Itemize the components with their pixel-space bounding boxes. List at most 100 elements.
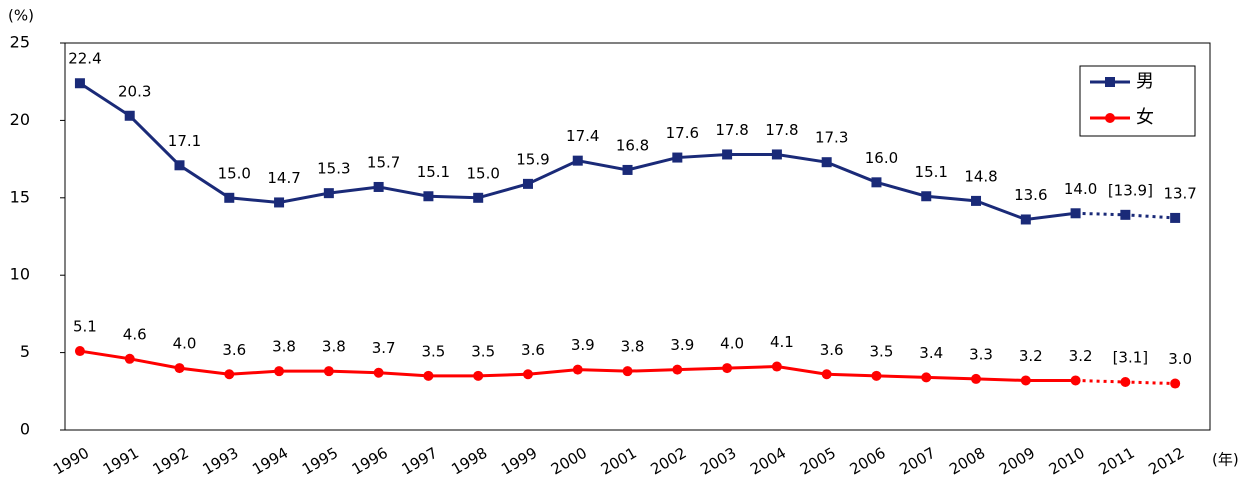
marker xyxy=(473,370,484,381)
legend-box xyxy=(1079,65,1196,137)
y-tick-label: 5 xyxy=(20,342,30,361)
marker xyxy=(871,370,882,381)
x-tick-label: 1998 xyxy=(448,444,490,479)
value-label: 5.1 xyxy=(73,318,97,336)
value-label: 4.0 xyxy=(720,335,744,353)
value-label: [3.1] xyxy=(1113,349,1149,367)
marker xyxy=(1105,77,1115,87)
value-label: 3.8 xyxy=(322,338,346,356)
value-label: 17.1 xyxy=(168,132,201,150)
value-label: 3.0 xyxy=(1168,350,1192,368)
x-tick-label: 2007 xyxy=(896,444,938,479)
value-label: 16.8 xyxy=(616,136,649,154)
marker xyxy=(1105,113,1115,123)
marker xyxy=(174,363,185,374)
value-label: 3.4 xyxy=(919,344,943,362)
marker xyxy=(74,346,85,357)
x-tick-label: 2001 xyxy=(598,444,640,479)
value-label: 3.9 xyxy=(670,336,694,354)
value-label: 3.7 xyxy=(372,339,396,357)
marker xyxy=(1070,375,1081,386)
value-label: 13.7 xyxy=(1163,184,1196,202)
value-label: 13.6 xyxy=(1014,186,1047,204)
plot-frame xyxy=(64,42,1211,431)
marker xyxy=(522,178,533,189)
y-tick-label: 0 xyxy=(20,420,30,439)
value-label: 14.7 xyxy=(267,169,300,187)
value-label: 3.5 xyxy=(421,342,445,360)
marker xyxy=(522,369,533,380)
marker xyxy=(174,160,185,171)
marker xyxy=(971,195,982,206)
marker xyxy=(722,363,733,374)
marker xyxy=(1120,377,1131,388)
marker xyxy=(124,353,135,364)
value-label: 15.1 xyxy=(915,163,948,181)
y-tick-label: 10 xyxy=(10,265,30,284)
marker xyxy=(1120,209,1131,220)
marker xyxy=(771,149,782,160)
value-label: 4.1 xyxy=(770,333,794,351)
marker xyxy=(373,181,384,192)
marker xyxy=(821,369,832,380)
x-tick-label: 1999 xyxy=(498,444,540,479)
marker xyxy=(672,364,683,375)
value-label: 14.8 xyxy=(964,167,997,185)
marker xyxy=(971,373,982,384)
value-label: 3.8 xyxy=(272,338,296,356)
marker xyxy=(622,366,633,377)
value-label: 3.9 xyxy=(571,336,595,354)
marker xyxy=(1020,375,1031,386)
marker xyxy=(1170,378,1181,389)
x-tick-label: 1990 xyxy=(50,444,92,479)
marker xyxy=(423,370,434,381)
x-tick-label: 2011 xyxy=(1096,444,1138,479)
marker xyxy=(323,366,334,377)
value-label: 15.1 xyxy=(417,163,450,181)
value-label: 17.8 xyxy=(765,121,798,139)
marker xyxy=(821,157,832,168)
x-tick-label: 2010 xyxy=(1046,444,1088,479)
value-label: 3.5 xyxy=(471,342,495,360)
marker xyxy=(423,191,434,202)
value-label: 17.6 xyxy=(666,124,699,142)
value-label: 17.4 xyxy=(566,127,599,145)
x-tick-label: 2009 xyxy=(996,444,1038,479)
marker xyxy=(224,369,235,380)
marker xyxy=(921,372,932,383)
marker xyxy=(323,188,334,199)
x-tick-label: 2008 xyxy=(946,444,988,479)
legend-label: 女 xyxy=(1136,107,1154,128)
value-label: 14.0 xyxy=(1064,180,1097,198)
marker xyxy=(473,192,484,203)
x-tick-label: 2005 xyxy=(797,444,839,479)
marker xyxy=(722,149,733,160)
value-label: 17.8 xyxy=(715,121,748,139)
x-tick-label: 2000 xyxy=(548,444,590,479)
value-label: 15.3 xyxy=(317,160,350,178)
marker xyxy=(74,78,85,89)
value-label: 3.6 xyxy=(820,341,844,359)
x-tick-label: 1991 xyxy=(100,444,142,479)
y-unit: (%) xyxy=(8,7,34,25)
value-label: 16.0 xyxy=(865,149,898,167)
value-label: 15.0 xyxy=(218,164,251,182)
value-label: 3.6 xyxy=(222,341,246,359)
marker xyxy=(124,110,135,121)
value-label: 3.2 xyxy=(1019,347,1043,365)
y-tick-label: 25 xyxy=(10,33,30,52)
marker xyxy=(572,364,583,375)
x-tick-label: 1993 xyxy=(199,444,241,479)
value-label: 3.8 xyxy=(621,338,645,356)
marker xyxy=(672,152,683,163)
value-label: 4.6 xyxy=(123,325,147,343)
x-tick-label: 1996 xyxy=(349,444,391,479)
y-tick-label: 15 xyxy=(10,187,30,206)
x-tick-label: 2003 xyxy=(697,444,739,479)
x-tick-label: 2002 xyxy=(648,444,690,479)
marker xyxy=(871,177,882,188)
value-label: [13.9] xyxy=(1108,181,1153,199)
marker xyxy=(622,164,633,175)
y-tick-label: 20 xyxy=(10,110,30,129)
